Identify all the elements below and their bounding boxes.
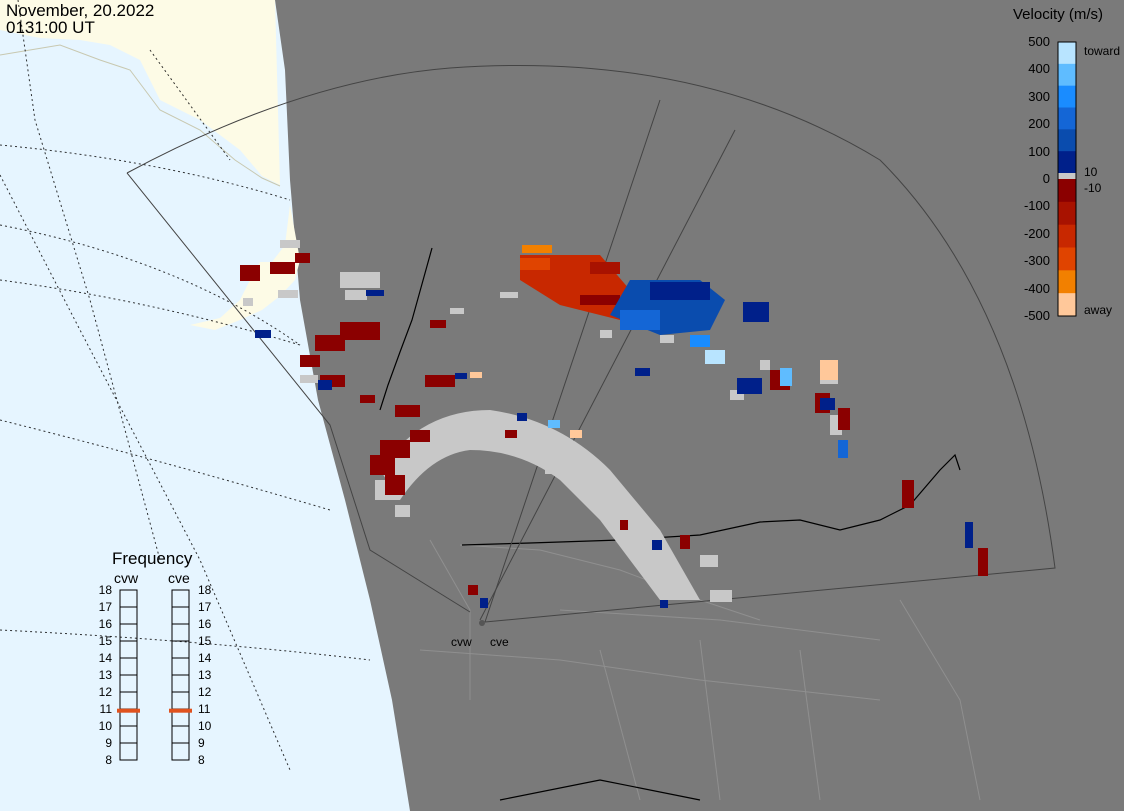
colorbar-toward-segment [1058, 129, 1076, 152]
frequency-scale-label-right: 9 [198, 736, 205, 750]
frequency-radar-cvw-label: cvw [114, 570, 139, 586]
velocity-toward [255, 280, 973, 608]
alaska-peninsula [190, 205, 300, 330]
radar-site-marker [479, 620, 485, 626]
colorbar-away-segment [1058, 270, 1076, 294]
frequency-scale-label-left: 11 [99, 702, 112, 716]
night-borders [419, 539, 981, 801]
colorbar-away-segment [1058, 224, 1076, 248]
frequency-scale-label-right: 15 [198, 634, 212, 648]
colorbar-tick-label: -500 [1023, 308, 1050, 323]
colorbar-away-segment [1058, 247, 1076, 271]
frequency-scale-label-left: 9 [105, 736, 112, 750]
frequency-scale-label-right: 16 [198, 617, 212, 631]
frequency-scale-label-left: 12 [98, 685, 112, 699]
colorbar-tick-label: 100 [1028, 143, 1050, 159]
frequency-scale-label-left: 15 [98, 634, 112, 648]
daylight-land [0, 0, 280, 185]
site-label-cvw: cvw [451, 635, 472, 649]
colorbar-away-segment [1058, 179, 1076, 203]
colorbar-frame [1057, 41, 1077, 317]
velocity-colorbar [1057, 41, 1077, 317]
colorbar-tick-label: -100 [1023, 198, 1050, 214]
colorbar-tick-label: 300 [1028, 88, 1050, 104]
colorbar-away-segment [1058, 293, 1076, 317]
frequency-marker-cvw [117, 708, 140, 713]
frequency-title: Frequency [112, 549, 193, 568]
fov-outline [126, 64, 1056, 623]
colorbar-ground-scatter-segment [1058, 173, 1076, 179]
colorbar-minus-10-label: -10 [1084, 181, 1102, 195]
colorbar-tick-label: 200 [1028, 116, 1050, 132]
colorbar-away-segment [1058, 201, 1076, 226]
frequency-scale-label-left: 18 [98, 583, 112, 597]
colorbar-tick-label: 0 [1042, 171, 1050, 186]
date-label: November, 20.2022 [6, 1, 155, 20]
colorbar-toward-segment [1058, 107, 1076, 130]
site-label-cve: cve [490, 635, 509, 649]
frequency-scale-label-left: 13 [98, 668, 112, 682]
frequency-scale-label-right: 11 [198, 702, 211, 716]
colorbar-plus-10-label: 10 [1084, 165, 1098, 179]
frequency-scale-label-left: 8 [105, 753, 112, 767]
frequency-panels [117, 589, 192, 761]
country-borders [379, 247, 961, 801]
colorbar-tick-label: 500 [1028, 34, 1050, 49]
colorbar-toward-segment [1058, 85, 1076, 108]
frequency-scale-label-right: 10 [198, 719, 212, 733]
coast-outline-west [0, 44, 281, 187]
frequency-scale-label-right: 12 [198, 685, 212, 699]
velocity-extreme-away [470, 360, 838, 438]
frequency-scale-label-right: 13 [198, 668, 212, 682]
colorbar-tick-label: -200 [1023, 225, 1050, 241]
frequency-scale-label-right: 17 [198, 600, 212, 614]
colorbar-toward-segment [1058, 63, 1076, 87]
frequency-radar-cve-label: cve [168, 570, 190, 586]
colorbar-title: Velocity (m/s) [1013, 6, 1104, 23]
colorbar-toward-segment [1058, 151, 1076, 174]
frequency-scale-label-left: 10 [98, 719, 112, 733]
daylight-ocean [0, 0, 410, 811]
frequency-scale-label-left: 14 [98, 651, 112, 665]
frequency-scale-label-right: 18 [198, 583, 212, 597]
frequency-scale-label-left: 17 [98, 600, 112, 614]
time-label: 0131:00 UT [6, 18, 95, 37]
frequency-marker-cve [169, 708, 192, 713]
colorbar-tick-label: 400 [1028, 61, 1050, 77]
colorbar-toward-label: toward [1084, 44, 1121, 58]
colorbar-toward-segment [1058, 42, 1076, 65]
frequency-cell [119, 742, 138, 761]
colorbar-tick-label: -300 [1023, 253, 1050, 269]
colorbar-away-label: away [1084, 303, 1113, 317]
frequency-scale-label-left: 16 [98, 617, 112, 631]
frequency-cell [171, 742, 190, 761]
frequency-scale-label-right: 8 [198, 753, 205, 767]
frequency-scale-label-right: 14 [198, 651, 212, 665]
colorbar-tick-label: -400 [1023, 280, 1050, 296]
